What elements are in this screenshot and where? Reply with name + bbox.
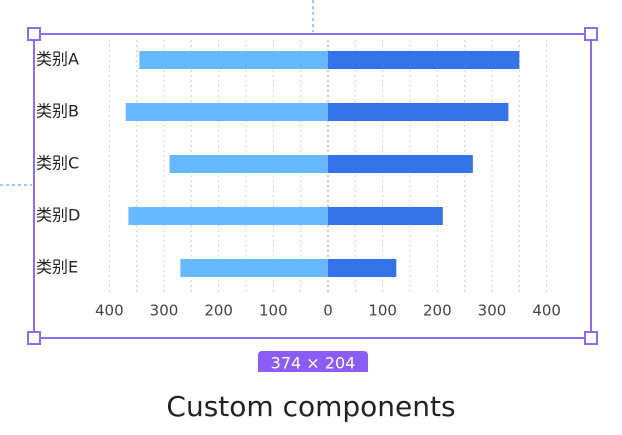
selection-frame[interactable] [33, 33, 592, 339]
x-tick-label: 400 [95, 302, 124, 320]
x-tick-label: 300 [150, 302, 179, 320]
bar [128, 207, 328, 225]
category-label: 类别C [36, 154, 79, 173]
bar [328, 155, 473, 173]
x-tick-label: 300 [478, 302, 507, 320]
caption: Custom components [166, 390, 455, 423]
category-label: 类别A [36, 50, 79, 69]
x-tick-label: 200 [204, 302, 233, 320]
bar [169, 155, 328, 173]
resize-handle[interactable] [584, 331, 598, 345]
resize-handle[interactable] [584, 27, 598, 41]
x-tick-label: 400 [532, 302, 561, 320]
category-label: 类别B [36, 102, 79, 121]
bar [328, 259, 397, 277]
category-label: 类别D [36, 206, 80, 225]
x-tick-label: 100 [368, 302, 397, 320]
bar [125, 103, 328, 121]
size-label: 374 × 204 [271, 354, 356, 373]
resize-handle[interactable] [27, 331, 41, 345]
size-badge [258, 351, 368, 375]
bar [139, 51, 328, 69]
chart: 400 300 200 100 0 100 200 300 400 类别A 类别B 类别C 类别D 类别E [36, 40, 561, 320]
resize-handle[interactable] [27, 27, 41, 41]
badge-mask [250, 372, 380, 382]
x-tick-label: 100 [259, 302, 288, 320]
x-tick-label: 200 [423, 302, 452, 320]
bar [328, 51, 520, 69]
x-tick-label: 0 [323, 302, 333, 320]
bar [328, 207, 443, 225]
category-label: 类别E [36, 258, 78, 277]
bar [328, 103, 509, 121]
bar [180, 259, 328, 277]
